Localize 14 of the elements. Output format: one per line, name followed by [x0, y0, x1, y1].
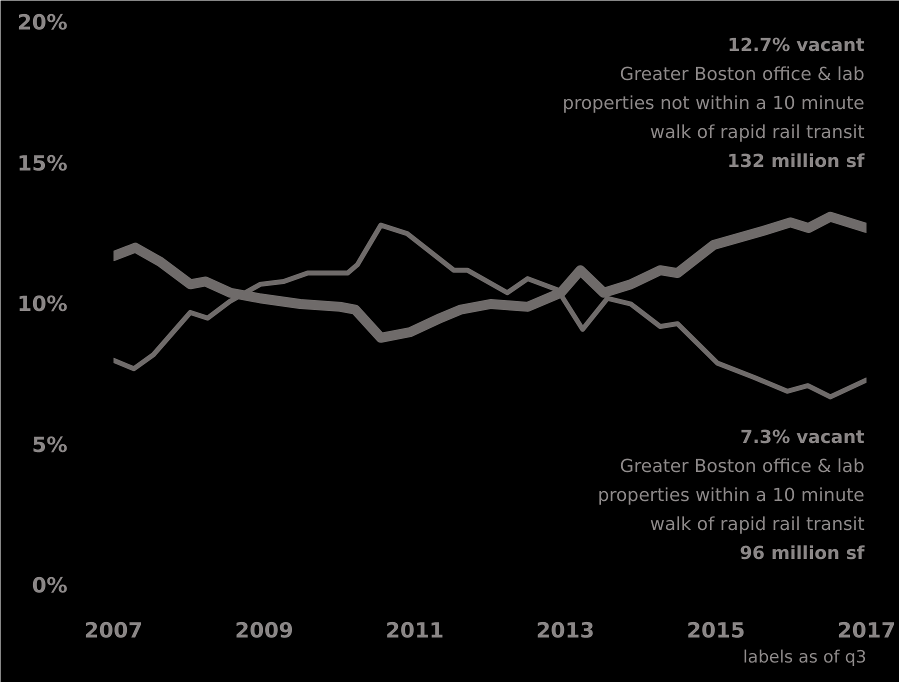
y-tick-label: 15% [17, 151, 68, 176]
x-tick-label: 2013 [536, 618, 595, 642]
x-tick-label: 2011 [385, 618, 444, 642]
x-tick-label: 2009 [234, 618, 294, 642]
y-tick-label: 10% [17, 292, 68, 316]
x-tick-label: 2015 [686, 618, 746, 642]
annotation: 12.7% vacant Greater Boston office & lab properties not within a 10 minute walk of rapid rail transit 132 million sf [562, 35, 865, 172]
x-tick-label: 2007 [84, 618, 143, 642]
x-tick-label: 2017 [837, 618, 896, 642]
text: labels as of q3 [743, 648, 867, 668]
y-tick-label: 0% [32, 574, 68, 598]
y-tick-label: 20% [17, 10, 68, 34]
y-tick-label: 5% [32, 432, 68, 457]
annotation: 7.3% vacant Greater Boston office & lab properties within a 10 minute walk of rapid rail transit 96 million sf [598, 427, 865, 564]
